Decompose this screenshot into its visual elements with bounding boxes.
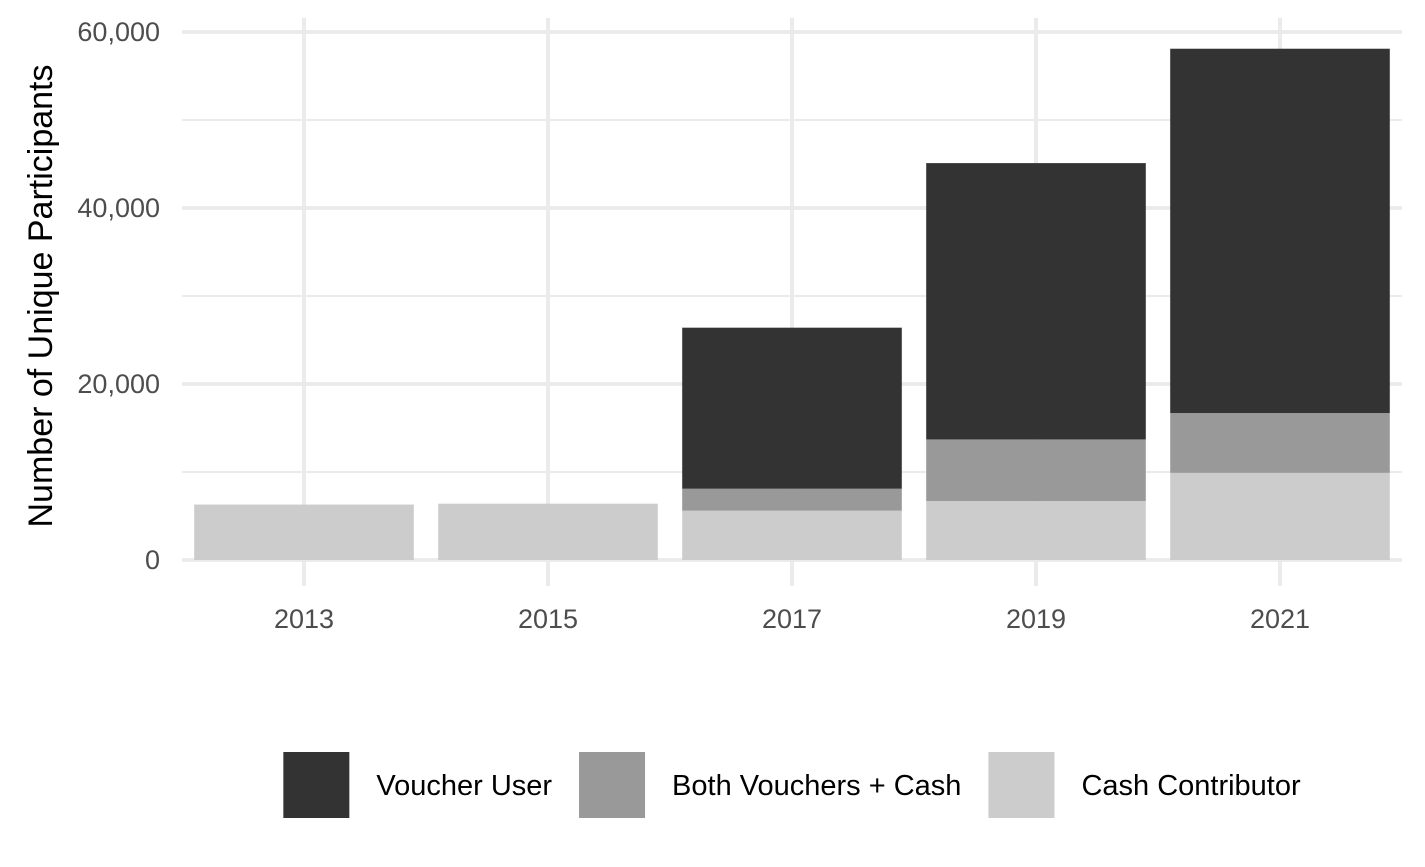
bar-segment xyxy=(682,488,902,511)
x-tick-label: 2017 xyxy=(762,604,822,634)
y-tick-label: 40,000 xyxy=(77,193,160,223)
y-tick-label: 20,000 xyxy=(77,369,160,399)
bar-segment xyxy=(1170,48,1390,414)
legend-label: Both Vouchers + Cash xyxy=(672,770,961,802)
bar-segment xyxy=(1170,413,1390,473)
x-tick-label: 2013 xyxy=(274,604,334,634)
legend-label: Cash Contributor xyxy=(1081,770,1301,802)
legend-swatch xyxy=(579,752,646,818)
legend: Voucher User Both Vouchers + Cash Cash Con… xyxy=(283,752,1301,818)
x-tick-label: 2015 xyxy=(518,604,578,634)
legend-swatch xyxy=(988,752,1055,818)
bar-segment xyxy=(926,501,1146,560)
bar-segment xyxy=(926,439,1146,502)
bar-segment xyxy=(1170,472,1390,560)
legend-label: Voucher User xyxy=(376,770,552,802)
bar-segment xyxy=(438,503,658,560)
y-axis-title: Number of Unique Participants xyxy=(22,64,60,527)
legend-swatch xyxy=(283,752,350,818)
y-tick-label: 60,000 xyxy=(77,17,160,47)
y-axis-ticks: 0 20,000 40,000 60,000 xyxy=(77,17,160,575)
bar-segment xyxy=(194,504,414,560)
y-tick-label: 0 xyxy=(145,545,160,575)
bar-segment xyxy=(926,163,1146,440)
bar-segment xyxy=(682,510,902,560)
x-axis-ticks: 2013 2015 2017 2019 2021 xyxy=(274,604,1310,634)
bars xyxy=(194,48,1390,560)
x-tick-label: 2021 xyxy=(1250,604,1310,634)
bar-segment xyxy=(682,327,902,489)
x-tick-label: 2019 xyxy=(1006,604,1066,634)
